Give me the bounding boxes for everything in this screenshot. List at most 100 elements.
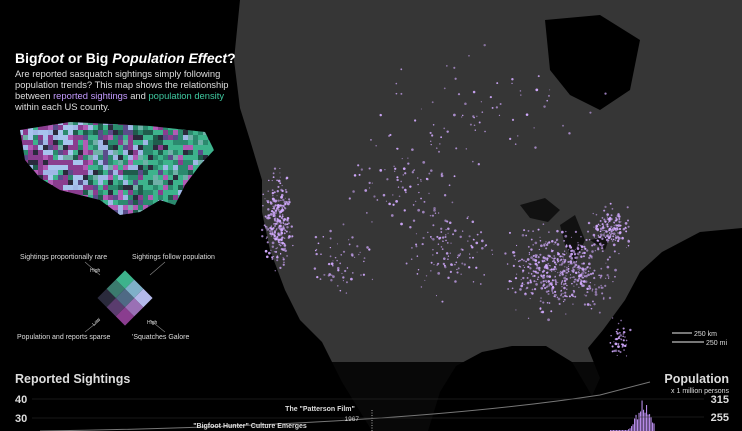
- county-patch: [83, 200, 88, 205]
- county-patch: [63, 122, 68, 125]
- county-patch: [208, 200, 213, 205]
- county-patch: [33, 195, 38, 200]
- county-patch: [73, 205, 78, 210]
- sighting-dot: [535, 267, 538, 270]
- county-patch: [48, 140, 53, 145]
- county-patch: [133, 122, 138, 125]
- sighting-dot: [467, 216, 469, 218]
- sighting-dot: [478, 121, 481, 124]
- county-patch: [53, 122, 58, 125]
- sighting-dot: [538, 248, 540, 251]
- county-patch: [148, 145, 153, 150]
- sighting-dot: [561, 271, 563, 273]
- county-patch: [68, 145, 73, 150]
- sighting-dot: [407, 162, 410, 165]
- county-patch: [193, 135, 198, 140]
- sighting-dot: [413, 119, 417, 122]
- sighting-dot: [548, 255, 552, 258]
- county-patch: [38, 135, 43, 140]
- sighting-dot: [274, 237, 277, 241]
- sighting-dot: [435, 295, 438, 297]
- sighting-dot: [618, 331, 621, 334]
- sighting-dot: [366, 212, 368, 214]
- sighting-dot: [431, 238, 433, 240]
- sighting-dot: [581, 252, 584, 254]
- sighting-dot: [430, 261, 433, 264]
- county-patch: [23, 150, 28, 155]
- county-patch: [133, 205, 138, 210]
- sighting-dot: [622, 344, 625, 346]
- sighting-dot: [575, 283, 578, 286]
- county-patch: [163, 195, 168, 200]
- sighting-dot: [592, 212, 594, 215]
- sighting-dot: [519, 90, 522, 92]
- sighting-dot: [511, 77, 514, 81]
- county-patch: [20, 130, 23, 135]
- leader: [84, 319, 101, 333]
- county-patch: [78, 185, 83, 190]
- county-patch: [88, 185, 93, 190]
- sighting-dot: [563, 253, 566, 256]
- y-tick-label: 40: [15, 394, 27, 406]
- sighting-dot: [278, 224, 282, 228]
- sighting-dot: [314, 249, 317, 252]
- county-patch: [43, 160, 48, 165]
- sighting-dot: [271, 197, 275, 201]
- county-patch: [153, 122, 158, 125]
- county-patch: [143, 180, 148, 185]
- county-patch: [168, 170, 173, 175]
- sighting-dot: [427, 231, 429, 234]
- sighting-dot: [272, 212, 274, 214]
- sighting-dot: [613, 349, 616, 353]
- sighting-dot: [480, 239, 484, 243]
- county-patch: [133, 175, 138, 180]
- sighting-dot: [385, 200, 388, 202]
- county-patch: [213, 175, 214, 180]
- sighting-dot: [607, 234, 609, 236]
- sighting-dot: [597, 247, 599, 249]
- county-patch: [118, 125, 123, 130]
- sighting-dot: [583, 294, 585, 296]
- county-patch: [98, 180, 103, 185]
- county-patch: [43, 135, 48, 140]
- county-patch: [113, 135, 118, 140]
- county-patch: [183, 155, 188, 160]
- sighting-dot: [597, 234, 599, 237]
- county-patch: [143, 210, 148, 215]
- county-patch: [33, 150, 38, 155]
- sighting-dot: [535, 254, 538, 257]
- county-patch: [168, 175, 173, 180]
- county-patch: [68, 190, 73, 195]
- sighting-dot: [561, 286, 563, 288]
- sighting-dot: [457, 254, 460, 257]
- county-patch: [188, 170, 193, 175]
- sighting-dot: [267, 214, 271, 217]
- sighting-dot: [562, 292, 564, 295]
- county-patch: [83, 135, 88, 140]
- county-patch: [98, 190, 103, 195]
- sighting-dot: [280, 193, 284, 197]
- sighting-dot: [447, 227, 450, 230]
- sighting-dot: [476, 233, 479, 236]
- county-patch: [178, 200, 183, 205]
- sighting-dot: [264, 198, 266, 200]
- sighting-dot: [583, 251, 586, 255]
- sighting-dot: [396, 176, 399, 179]
- sighting-dot: [428, 192, 430, 195]
- sighting-dot: [576, 279, 580, 282]
- sighting-dot: [393, 165, 395, 167]
- county-patch: [23, 122, 28, 125]
- county-patch: [183, 215, 188, 220]
- sighting-dot: [275, 247, 277, 250]
- county-patch: [153, 145, 158, 150]
- county-patch: [178, 125, 183, 130]
- sighting-dot: [405, 262, 408, 265]
- county-patch: [183, 200, 188, 205]
- sighting-dot: [562, 260, 564, 263]
- county-patch: [43, 140, 48, 145]
- sighting-dot: [625, 343, 628, 345]
- sighting-dot: [475, 266, 478, 269]
- sighting-dot: [610, 334, 612, 337]
- county-patch: [38, 125, 43, 130]
